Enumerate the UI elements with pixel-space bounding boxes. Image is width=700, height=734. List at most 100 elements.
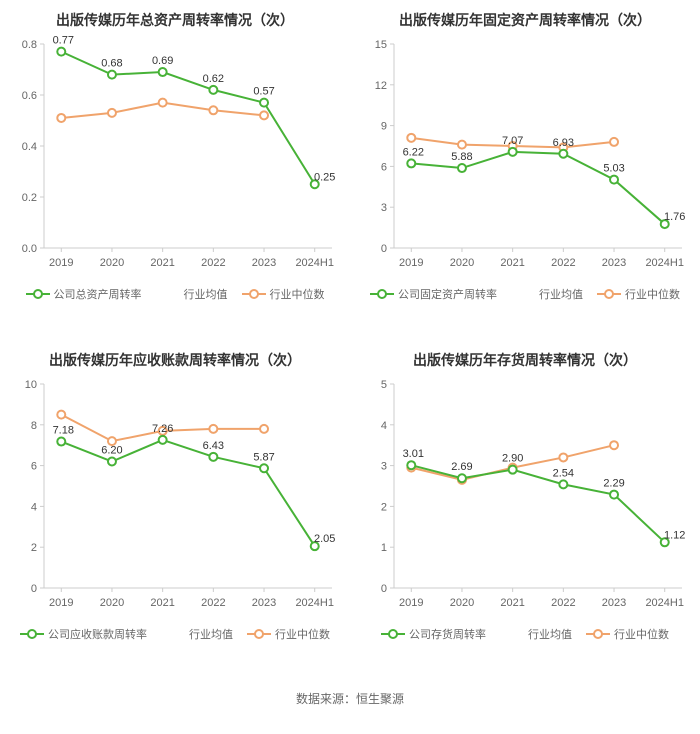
series-marker-company	[559, 150, 567, 158]
svg-text:8: 8	[31, 420, 37, 432]
value-label: 2.29	[603, 478, 624, 490]
svg-text:2020: 2020	[450, 597, 474, 609]
legend-label: 行业均值	[189, 626, 233, 642]
chart-title: 出版传媒历年固定资产周转率情况（次）	[354, 10, 696, 30]
legend-item-company[interactable]: 公司固定资产周转率	[370, 286, 497, 302]
svg-text:2024H1: 2024H1	[295, 597, 334, 609]
legend-item-company[interactable]: 公司存货周转率	[381, 626, 486, 642]
value-label: 5.87	[253, 451, 274, 463]
legend-label: 公司应收账款周转率	[48, 626, 147, 642]
chart-title: 出版传媒历年总资产周转率情况（次）	[4, 10, 346, 30]
svg-text:2023: 2023	[602, 257, 626, 269]
svg-text:2020: 2020	[100, 597, 124, 609]
svg-text:2021: 2021	[500, 597, 524, 609]
chart-legend: 公司应收账款周转率 行业均值 行业中位数	[4, 622, 346, 650]
data-source-footer: 数据来源：恒生聚源	[0, 680, 700, 721]
chart-svg: 03691215201920202021202220232024H16.225.…	[354, 32, 696, 282]
value-label: 0.77	[53, 35, 74, 47]
series-marker-median	[559, 453, 567, 461]
value-label: 2.54	[553, 467, 574, 479]
legend-swatch-icon	[511, 288, 535, 300]
legend-item-median[interactable]: 行业中位数	[247, 626, 330, 642]
legend-label: 行业均值	[539, 286, 583, 302]
series-marker-mean	[260, 127, 268, 135]
legend-item-median[interactable]: 行业中位数	[586, 626, 669, 642]
svg-text:15: 15	[375, 39, 387, 51]
legend-item-mean[interactable]: 行业均值	[161, 626, 233, 642]
legend-swatch-icon	[20, 628, 44, 640]
legend-swatch-icon	[586, 628, 610, 640]
series-marker-company	[509, 466, 517, 474]
chart-plot-area: 0246810201920202021202220232024H17.186.2…	[4, 372, 346, 622]
series-marker-median	[260, 111, 268, 119]
series-marker-mean	[509, 429, 517, 437]
value-label: 7.26	[152, 423, 173, 435]
legend-swatch-icon	[247, 628, 271, 640]
legend-swatch-icon	[156, 288, 180, 300]
svg-text:2024H1: 2024H1	[645, 257, 684, 269]
series-marker-company	[209, 453, 217, 461]
legend-item-median[interactable]: 行业中位数	[242, 286, 325, 302]
svg-text:2022: 2022	[551, 257, 575, 269]
series-line-company	[411, 152, 664, 224]
legend-item-median[interactable]: 行业中位数	[597, 286, 680, 302]
value-label: 3.01	[403, 448, 424, 460]
legend-label: 行业均值	[528, 626, 572, 642]
series-marker-company	[108, 458, 116, 466]
chart-panel-receivables-turnover: 出版传媒历年应收账款周转率情况（次）0246810201920202021202…	[0, 340, 350, 680]
series-marker-company	[458, 474, 466, 482]
value-label: 1.76	[664, 211, 685, 223]
legend-item-mean[interactable]: 行业均值	[500, 626, 572, 642]
svg-text:3: 3	[381, 461, 387, 473]
legend-swatch-icon	[381, 628, 405, 640]
value-label: 5.88	[451, 151, 472, 163]
series-marker-company	[559, 480, 567, 488]
legend-item-company[interactable]: 公司总资产周转率	[26, 286, 142, 302]
series-marker-median	[159, 99, 167, 107]
series-marker-mean	[509, 100, 517, 108]
legend-label: 行业中位数	[625, 286, 680, 302]
legend-swatch-icon	[597, 288, 621, 300]
series-marker-company	[509, 148, 517, 156]
value-label: 0.57	[253, 86, 274, 98]
legend-label: 公司固定资产周转率	[398, 286, 497, 302]
chart-legend: 公司固定资产周转率 行业均值 行业中位数	[354, 282, 696, 310]
legend-item-company[interactable]: 公司应收账款周转率	[20, 626, 147, 642]
series-marker-company	[209, 86, 217, 94]
legend-label: 行业中位数	[270, 286, 325, 302]
value-label: 0.69	[152, 55, 173, 67]
series-marker-mean	[407, 89, 415, 97]
svg-text:0: 0	[31, 583, 37, 595]
chart-title: 出版传媒历年存货周转率情况（次）	[354, 350, 696, 370]
series-line-company	[61, 52, 314, 185]
series-marker-company	[108, 71, 116, 79]
series-marker-company	[260, 99, 268, 107]
svg-text:2022: 2022	[201, 257, 225, 269]
legend-item-mean[interactable]: 行业均值	[156, 286, 228, 302]
svg-text:4: 4	[31, 501, 37, 513]
chart-plot-area: 03691215201920202021202220232024H16.225.…	[354, 32, 696, 282]
svg-text:2023: 2023	[252, 597, 276, 609]
series-marker-mean	[407, 427, 415, 435]
legend-swatch-icon	[500, 628, 524, 640]
value-label: 0.68	[101, 58, 122, 70]
series-marker-company	[610, 176, 618, 184]
value-label: 6.20	[101, 445, 122, 457]
svg-text:6: 6	[31, 461, 37, 473]
chart-svg: 0.00.20.40.60.8201920202021202220232024H…	[4, 32, 346, 282]
charts-grid: 出版传媒历年总资产周转率情况（次）0.00.20.40.60.820192020…	[0, 0, 700, 680]
series-marker-median	[57, 114, 65, 122]
series-marker-median	[610, 138, 618, 146]
series-marker-mean	[610, 47, 618, 55]
legend-item-mean[interactable]: 行业均值	[511, 286, 583, 302]
svg-text:2019: 2019	[49, 597, 73, 609]
chart-plot-area: 012345201920202021202220232024H13.012.69…	[354, 372, 696, 622]
series-marker-company	[57, 438, 65, 446]
svg-text:2023: 2023	[252, 257, 276, 269]
svg-text:3: 3	[381, 202, 387, 214]
series-marker-median	[108, 109, 116, 117]
series-marker-mean	[108, 99, 116, 107]
svg-text:0.4: 0.4	[22, 141, 37, 153]
series-marker-mean	[458, 40, 466, 48]
legend-label: 公司总资产周转率	[54, 286, 142, 302]
